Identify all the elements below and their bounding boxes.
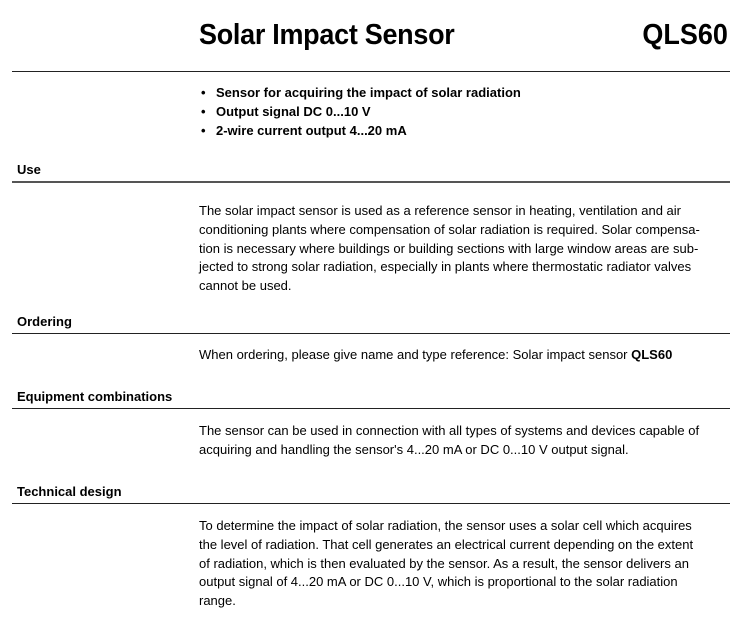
document-title: Solar Impact Sensor — [199, 19, 455, 51]
feature-item: 2-wire current output 4...20 mA — [199, 121, 521, 140]
text-line: The sensor can be used in connection wit… — [199, 423, 700, 438]
text-line: output signal of 4...20 mA or DC 0...10 … — [199, 574, 678, 590]
section-heading-ordering: Ordering — [17, 314, 72, 329]
section-divider — [12, 181, 730, 183]
text-line: conditioning plants where compensation o… — [199, 221, 700, 237]
ordering-text: When ordering, please give name and type… — [199, 347, 632, 362]
text-line: The solar impact sensor is used as a ref… — [199, 203, 681, 218]
text-line: range. — [199, 593, 236, 609]
equipment-paragraph: The sensor can be used in connection wit… — [199, 422, 739, 460]
text-line: cannot be used. — [199, 278, 292, 294]
feature-list: Sensor for acquiring the impact of solar… — [199, 83, 521, 140]
section-divider — [12, 408, 730, 409]
text-line: of radiation, which is then evaluated by… — [199, 555, 689, 571]
use-paragraph: The solar impact sensor is used as a ref… — [199, 202, 739, 296]
type-code: QLS60 — [642, 19, 728, 51]
section-heading-use: Use — [17, 162, 41, 177]
feature-item: Sensor for acquiring the impact of solar… — [199, 83, 521, 102]
section-divider — [12, 503, 730, 504]
text-line: the level of radiation. That cell genera… — [199, 536, 694, 552]
technical-paragraph: To determine the impact of solar radiati… — [199, 517, 739, 611]
text-line: acquiring and handling the sensor's 4...… — [199, 441, 629, 457]
feature-item: Output signal DC 0...10 V — [199, 102, 521, 121]
text-line: To determine the impact of solar radiati… — [199, 518, 692, 533]
section-heading-technical: Technical design — [17, 484, 122, 499]
text-line: tion is necessary where buildings or bui… — [199, 240, 699, 256]
ordering-type-code: QLS60 — [631, 347, 673, 362]
title-divider — [12, 71, 730, 72]
text-line: jected to strong solar radiation, especi… — [199, 259, 692, 275]
section-divider — [12, 333, 730, 334]
ordering-paragraph: When ordering, please give name and type… — [199, 346, 739, 365]
section-heading-equipment: Equipment combinations — [17, 389, 173, 404]
